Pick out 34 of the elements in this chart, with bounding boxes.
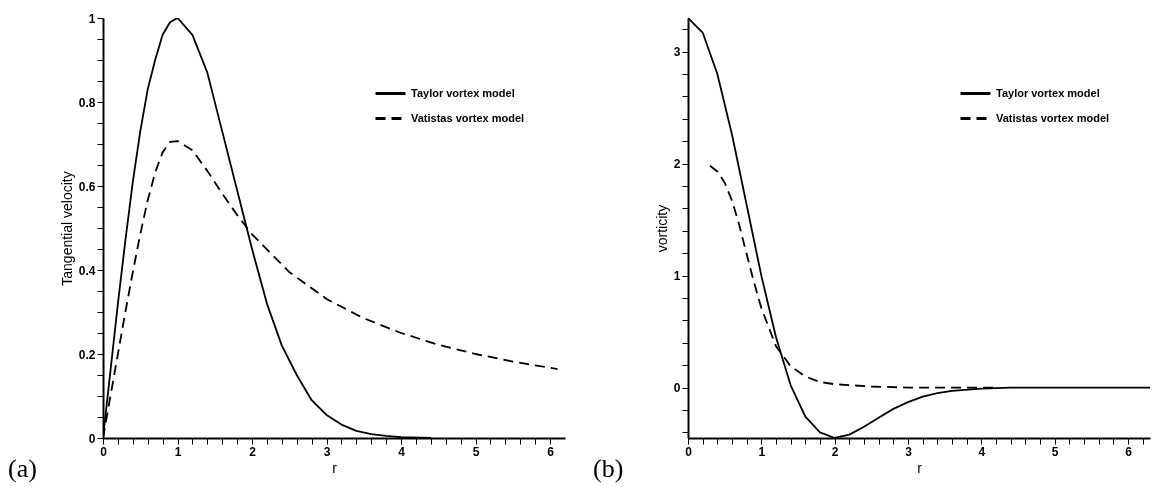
- y-tick-label: 0.4: [78, 263, 96, 278]
- y-tick-label: 0.2: [78, 347, 96, 362]
- text: (b): [593, 454, 624, 483]
- x-tick-label: 3: [905, 444, 913, 459]
- x-tick-label: 3: [323, 444, 331, 459]
- legend-label: Vatistas vortex model: [996, 111, 1110, 124]
- x-tick-label: 5: [1051, 444, 1059, 459]
- legend-label: Vatistas vortex model: [411, 111, 525, 124]
- x-tick-label: 2: [249, 444, 257, 459]
- y-tick-label: 1: [673, 269, 681, 284]
- y-tick-label: 3: [673, 45, 681, 60]
- legend-label: Taylor vortex model: [411, 86, 515, 99]
- x-tick-label: 4: [398, 444, 406, 459]
- x-tick-label: 6: [547, 444, 555, 459]
- x-tick-label: 1: [758, 444, 766, 459]
- y-tick-label: 1: [88, 11, 96, 26]
- x-tick-label: 0: [100, 444, 108, 459]
- x-tick-label: 2: [831, 444, 839, 459]
- legend-label: Taylor vortex model: [996, 86, 1100, 99]
- x-tick-label: 5: [472, 444, 480, 459]
- y-tick-label: 0.8: [78, 95, 96, 110]
- y-tick-label: 0: [88, 431, 96, 446]
- y-tick-label: 2: [673, 157, 681, 172]
- x-tick-label: 6: [1125, 444, 1133, 459]
- y-tick-label: 0.6: [78, 179, 96, 194]
- y-axis-title: vorticity: [653, 204, 670, 253]
- x-axis-title: r: [332, 459, 338, 476]
- y-tick-label: 0: [673, 381, 681, 396]
- x-axis-title: r: [917, 459, 923, 476]
- x-tick-label: 4: [978, 444, 986, 459]
- y-axis-title: Tangential velocity: [58, 171, 75, 286]
- text: (a): [8, 454, 37, 483]
- x-tick-label: 1: [174, 444, 182, 459]
- x-tick-label: 0: [685, 444, 693, 459]
